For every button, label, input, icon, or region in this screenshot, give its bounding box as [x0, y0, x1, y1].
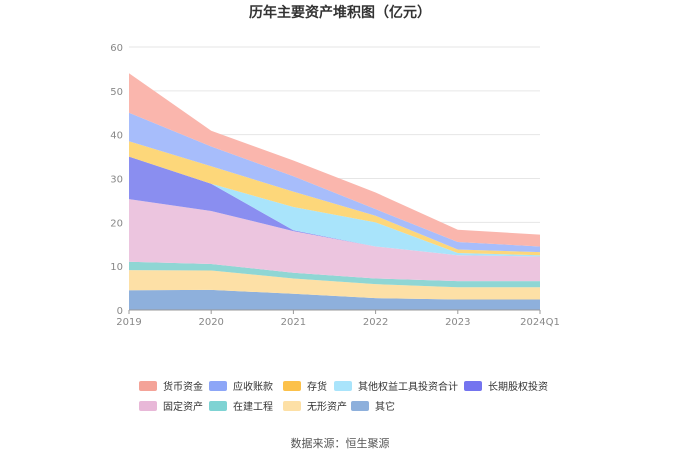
y-tick-label: 0 — [117, 306, 123, 317]
legend-label: 存货 — [307, 380, 327, 393]
legend-item[interactable]: 其它 — [351, 400, 395, 413]
legend-label: 固定资产 — [163, 400, 203, 413]
x-tick-label: 2019 — [116, 317, 141, 328]
x-tick-label: 2023 — [445, 317, 470, 328]
y-tick-label: 60 — [110, 43, 123, 54]
legend-swatch — [209, 381, 227, 391]
area-series-2: 在建工程 — [129, 261, 540, 288]
legend-label: 无形资产 — [307, 400, 347, 413]
y-tick-label: 50 — [110, 87, 123, 98]
legend-item[interactable]: 无形资产 — [283, 400, 347, 413]
legend-item[interactable]: 其他权益工具投资合计 — [334, 380, 458, 393]
legend-item[interactable]: 固定资产 — [139, 400, 203, 413]
y-tick-label: 30 — [110, 175, 123, 186]
x-tick-label: 2021 — [281, 317, 306, 328]
area-series-4: 长期股权投资 — [129, 156, 540, 257]
x-tick-label: 2024Q1 — [520, 317, 560, 328]
legend-label: 长期股权投资 — [488, 380, 548, 393]
legend-item[interactable]: 货币资金 — [139, 380, 203, 393]
legend-swatch — [283, 401, 301, 411]
x-tick-label: 2022 — [363, 317, 388, 328]
legend-swatch — [464, 381, 482, 391]
legend-item[interactable]: 在建工程 — [209, 400, 273, 413]
legend-swatch — [139, 381, 157, 391]
legend-label: 在建工程 — [233, 400, 273, 413]
legend-label: 货币资金 — [163, 380, 203, 393]
area-series-group: 其它无形资产在建工程固定资产长期股权投资其他权益工具投资合计存货应收账款货币资金 — [129, 73, 540, 310]
legend-item[interactable]: 应收账款 — [209, 380, 273, 393]
chart-title: 历年主要资产堆积图（亿元） — [249, 4, 431, 21]
axes: 0 10 20 30 40 50 60 2019 2020 2021 2022 2023 2024Q1 — [110, 43, 560, 328]
legend-item[interactable]: 存货 — [283, 380, 327, 393]
legend-swatch — [209, 401, 227, 411]
y-tick-label: 20 — [110, 218, 123, 229]
area-series-1: 无形资产 — [129, 270, 540, 300]
legend-swatch — [139, 401, 157, 411]
x-tick-label: 2020 — [198, 317, 223, 328]
area-series-0: 其它 — [129, 289, 540, 310]
legend-label: 其它 — [375, 400, 395, 413]
y-tick-label: 40 — [110, 131, 123, 142]
legend-swatch — [283, 381, 301, 391]
y-tick-label: 10 — [110, 262, 123, 273]
data-source-note: 数据来源：恒生聚源 — [291, 436, 390, 450]
legend-item[interactable]: 长期股权投资 — [464, 380, 548, 393]
legend-label: 其他权益工具投资合计 — [358, 380, 458, 393]
area-series-3: 固定资产 — [129, 199, 540, 282]
area-series-5: 其他权益工具投资合计 — [129, 156, 540, 257]
legend-swatch — [334, 381, 352, 391]
legend-label: 应收账款 — [233, 380, 273, 393]
legend-swatch — [351, 401, 369, 411]
